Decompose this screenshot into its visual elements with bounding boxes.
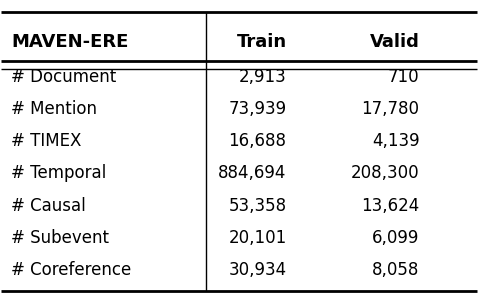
Text: 2,913: 2,913 <box>239 68 286 86</box>
Text: 16,688: 16,688 <box>228 132 286 150</box>
Text: # Subevent: # Subevent <box>11 229 109 247</box>
Text: 20,101: 20,101 <box>228 229 286 247</box>
Text: # Coreference: # Coreference <box>11 261 131 279</box>
Text: MAVEN-ERE: MAVEN-ERE <box>11 32 128 50</box>
Text: # Document: # Document <box>11 68 116 86</box>
Text: 6,099: 6,099 <box>372 229 420 247</box>
Text: Train: Train <box>237 32 286 50</box>
Text: # Causal: # Causal <box>11 196 86 214</box>
Text: # Temporal: # Temporal <box>11 164 106 182</box>
Text: 884,694: 884,694 <box>218 164 286 182</box>
Text: 4,139: 4,139 <box>372 132 420 150</box>
Text: 710: 710 <box>388 68 420 86</box>
Text: 73,939: 73,939 <box>228 100 286 118</box>
Text: 17,780: 17,780 <box>361 100 420 118</box>
Text: 208,300: 208,300 <box>351 164 420 182</box>
Text: # TIMEX: # TIMEX <box>11 132 81 150</box>
Text: Valid: Valid <box>369 32 420 50</box>
Text: 8,058: 8,058 <box>372 261 420 279</box>
Text: 53,358: 53,358 <box>228 196 286 214</box>
Text: # Mention: # Mention <box>11 100 97 118</box>
Text: 13,624: 13,624 <box>361 196 420 214</box>
Text: 30,934: 30,934 <box>228 261 286 279</box>
